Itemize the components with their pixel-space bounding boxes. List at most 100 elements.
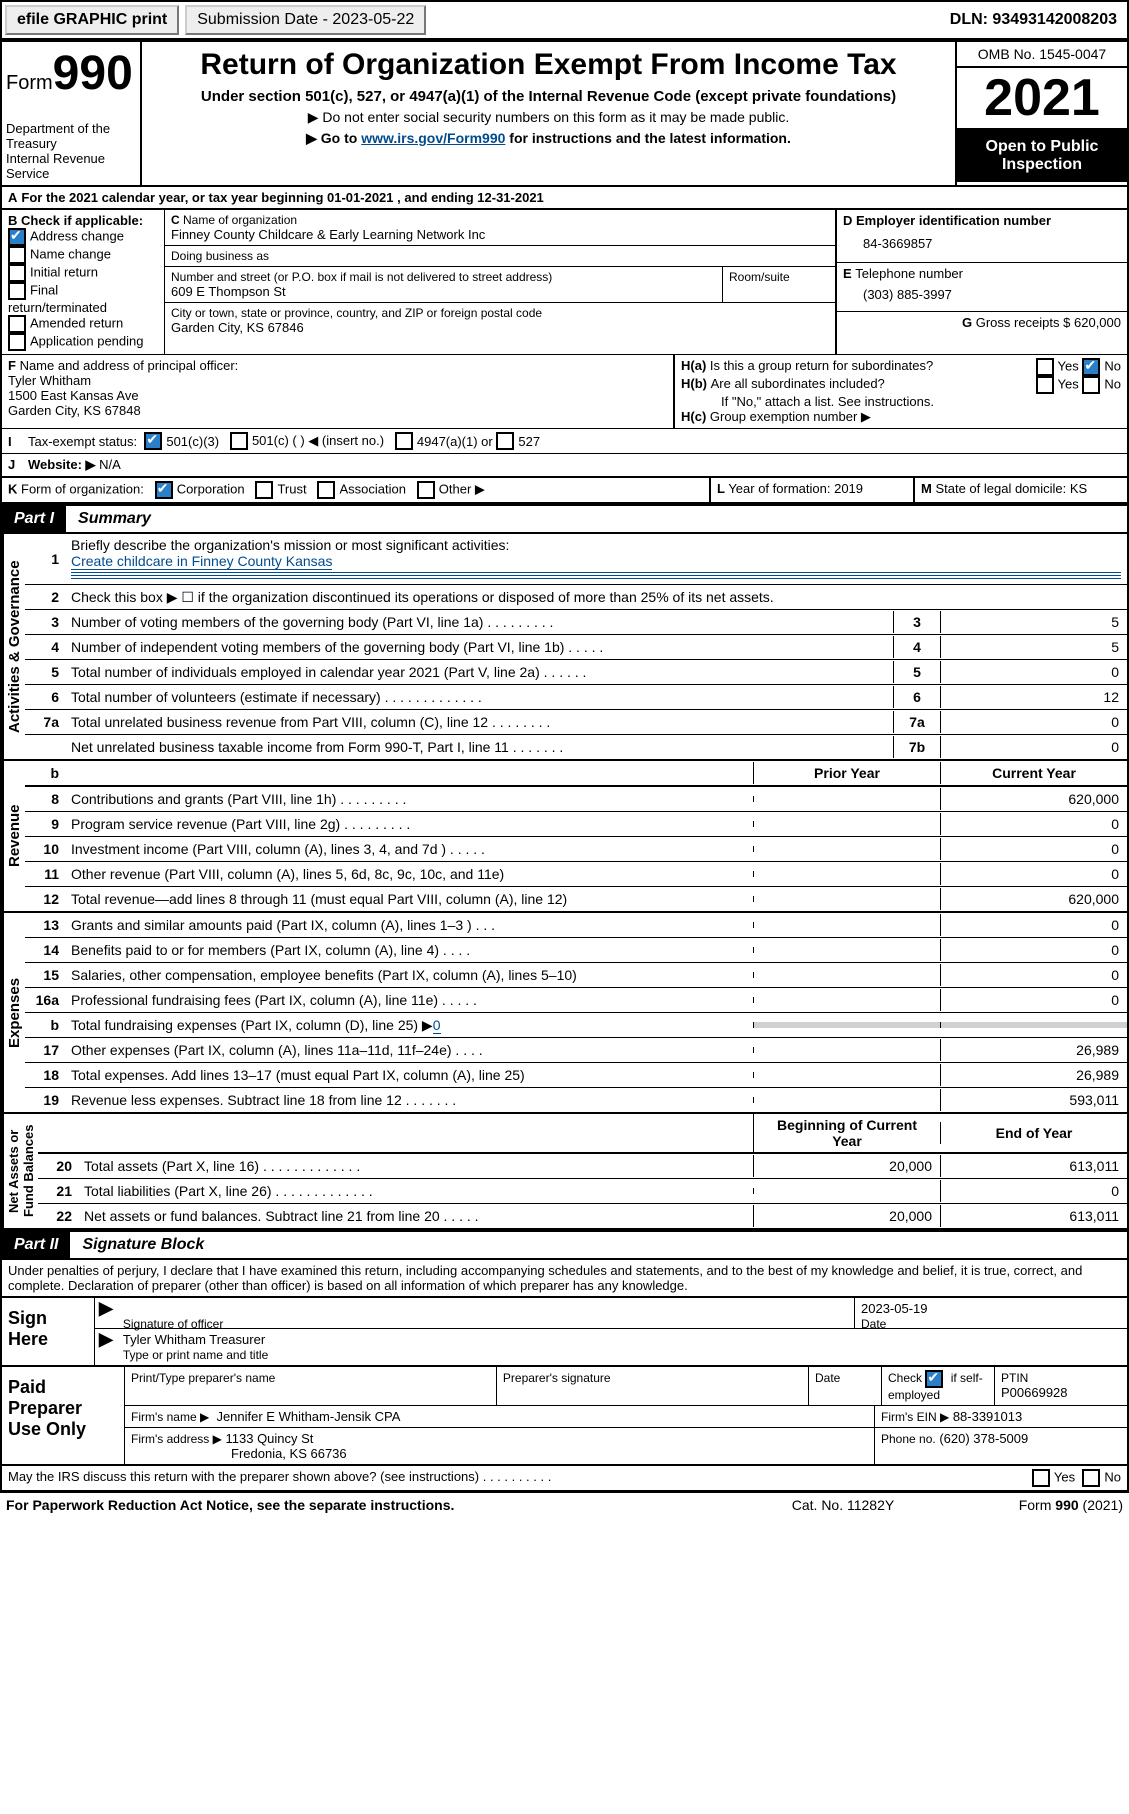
l22-eoy: 613,011 [940,1205,1127,1227]
l16b-val: 0 [433,1017,441,1034]
hb-note: If "No," attach a list. See instructions… [681,394,1121,409]
section-a: AFor the 2021 calendar year, or tax year… [0,187,1129,210]
firm-name: Jennifer E Whitham-Jensik CPA [216,1409,400,1424]
chk-assoc[interactable] [317,481,335,499]
officer-name: Tyler Whitham [8,373,667,388]
officer-addr2: Garden City, KS 67848 [8,403,667,418]
domicile: KS [1070,481,1087,496]
l22-boc: 20,000 [753,1205,940,1227]
discuss-yes[interactable] [1032,1469,1050,1487]
l3-val: 5 [941,611,1127,633]
street-label: Number and street (or P.O. box if mail i… [171,270,716,284]
l10-cy: 0 [940,838,1127,860]
section-fh: F Name and address of principal officer:… [0,355,1129,429]
l17-cy: 26,989 [940,1039,1127,1061]
form-title: Return of Organization Exempt From Incom… [148,48,949,82]
arrow-icon: ▶ [95,1298,117,1328]
g-label: Gross receipts $ [976,315,1071,330]
ha-no[interactable] [1082,358,1100,376]
part2-header: Part II Signature Block [0,1230,1129,1260]
declaration: Under penalties of perjury, I declare th… [0,1260,1129,1298]
chk-address[interactable] [8,228,26,246]
hb-yes[interactable] [1036,376,1054,394]
dba-label: Doing business as [171,249,829,263]
c-name-label: Name of organization [183,213,297,227]
l20-boc: 20,000 [753,1155,940,1177]
revenue: Revenue bPrior YearCurrent Year 8Contrib… [0,761,1129,913]
chk-trust[interactable] [255,481,273,499]
subtitle-1: Under section 501(c), 527, or 4947(a)(1)… [148,88,949,105]
vlabel-na: Net Assets or Fund Balances [2,1114,38,1228]
chk-amended[interactable] [8,315,26,333]
telephone: (303) 885-3997 [843,281,1121,308]
sign-here: Sign Here ▶ Signature of officer 2023-05… [0,1298,1129,1367]
chk-corp[interactable] [155,481,173,499]
street: 609 E Thompson St [171,284,716,299]
e-label: Telephone number [855,266,963,281]
firm-ein: 88-3391013 [953,1409,1022,1424]
form-number: 990 [53,47,133,100]
l18-cy: 26,989 [940,1064,1127,1086]
chk-527[interactable] [496,432,514,450]
l13-cy: 0 [940,914,1127,936]
chk-final[interactable] [8,282,26,300]
vlabel-rev: Revenue [2,761,25,911]
l16a-cy: 0 [940,989,1127,1011]
chk-pending[interactable] [8,333,26,351]
tax-year: 2021 [957,68,1127,130]
website: N/A [99,457,121,473]
b-label: Check if applicable: [21,213,143,228]
firm-addr1: 1133 Quincy St [226,1431,314,1446]
d-label: Employer identification number [856,213,1051,228]
subtitle-3: ▶ Go to www.irs.gov/Form990 for instruct… [148,130,949,147]
section-bcdefg: B Check if applicable: Address change Na… [0,210,1129,355]
footer: For Paperwork Reduction Act Notice, see … [0,1492,1129,1517]
hb-label: Are all subordinates included? [711,376,1036,394]
vlabel-ag: Activities & Governance [2,534,25,759]
mission: Create childcare in Finney County Kansas [71,553,332,570]
chk-4947[interactable] [395,432,413,450]
discuss-row: May the IRS discuss this return with the… [0,1466,1129,1492]
part1-header: Part I Summary [0,504,1129,534]
form-header: Form990 Department of the Treasury Inter… [0,40,1129,187]
l5-val: 0 [941,661,1127,683]
activities-governance: Activities & Governance 1Briefly describ… [0,534,1129,761]
chk-other[interactable] [417,481,435,499]
l6-val: 12 [941,686,1127,708]
ptin: P00669928 [1001,1385,1068,1400]
firm-phone: (620) 378-5009 [939,1431,1028,1446]
dept-treasury: Department of the Treasury Internal Reve… [6,121,136,181]
l21-boc [753,1188,940,1194]
f-label: Name and address of principal officer: [20,358,239,373]
submission-date: Submission Date - 2023-05-22 [185,5,426,35]
l4-val: 5 [941,636,1127,658]
l8-cy: 620,000 [940,788,1127,810]
vlabel-exp: Expenses [2,913,25,1112]
chk-initial[interactable] [8,264,26,282]
l19-cy: 593,011 [940,1089,1127,1111]
ha-yes[interactable] [1036,358,1054,376]
chk-self-employed[interactable] [925,1370,943,1388]
hc-label: Group exemption number ▶ [710,409,871,424]
hb-no[interactable] [1082,376,1100,394]
form-word: Form [6,72,53,94]
discuss-no[interactable] [1082,1469,1100,1487]
efile-print-button[interactable]: efile GRAPHIC print [5,5,179,35]
chk-501c[interactable] [230,432,248,450]
subtitle-2: ▶ Do not enter social security numbers o… [148,109,949,126]
chk-501c3[interactable] [144,432,162,450]
sign-date: 2023-05-19 [861,1301,928,1316]
gross-receipts: 620,000 [1074,315,1121,330]
city-label: City or town, state or province, country… [171,306,829,320]
net-assets: Net Assets or Fund Balances Beginning of… [0,1114,1129,1230]
city: Garden City, KS 67846 [171,320,829,335]
arrow-icon: ▶ [95,1329,117,1365]
l7b-val: 0 [941,736,1127,758]
chk-name[interactable] [8,246,26,264]
l21-eoy: 0 [940,1180,1127,1202]
room-label: Room/suite [729,270,829,284]
year-formation: 2019 [834,481,863,496]
dln: DLN: 93493142008203 [940,7,1127,33]
l12-cy: 620,000 [940,888,1127,910]
irs-link[interactable]: www.irs.gov/Form990 [361,130,505,146]
